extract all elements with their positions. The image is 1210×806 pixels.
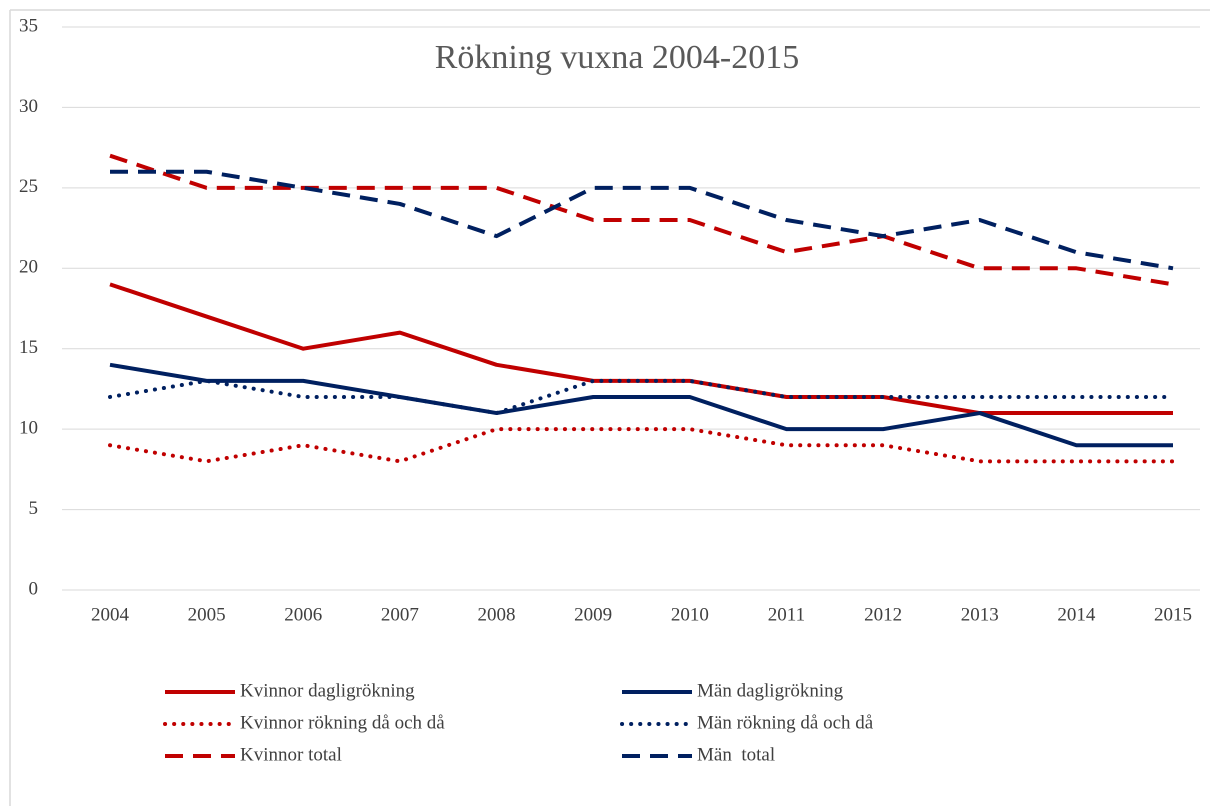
x-tick-label: 2009: [574, 604, 612, 625]
x-tick-label: 2013: [961, 604, 999, 625]
x-tick-label: 2014: [1057, 604, 1096, 625]
x-tick-label: 2010: [671, 604, 709, 625]
x-tick-label: 2011: [768, 604, 805, 625]
y-tick-label: 35: [19, 15, 38, 36]
y-tick-label: 20: [19, 257, 38, 278]
y-tick-label: 0: [29, 578, 39, 599]
legend-label: Män total: [697, 744, 775, 765]
series-line: [109, 153, 1174, 287]
series-line: [110, 169, 1174, 271]
series-line: [109, 362, 1173, 448]
x-tick-label: 2012: [864, 604, 902, 625]
x-tick-label: 2006: [284, 604, 322, 625]
y-tick-label: 30: [19, 96, 38, 117]
legend-label: Kvinnor dagligrökning: [240, 680, 415, 701]
series-line: [108, 427, 1175, 464]
series-line: [109, 282, 1173, 416]
legend-label: Kvinnor rökning då och då: [240, 712, 445, 733]
x-tick-label: 2015: [1154, 604, 1192, 625]
chart-title: Rökning vuxna 2004-2015: [435, 39, 800, 76]
y-tick-label: 10: [19, 418, 38, 439]
x-tick-label: 2004: [91, 604, 130, 625]
legend-label: Kvinnor total: [240, 744, 342, 765]
y-tick-label: 5: [29, 498, 39, 519]
legend-label: Män rökning då och då: [697, 712, 874, 733]
legend-label: Män dagligrökning: [697, 680, 844, 701]
y-tick-label: 15: [19, 337, 38, 358]
x-tick-label: 2008: [478, 604, 516, 625]
x-tick-label: 2007: [381, 604, 419, 625]
x-tick-label: 2005: [188, 604, 226, 625]
y-tick-label: 25: [19, 176, 38, 197]
